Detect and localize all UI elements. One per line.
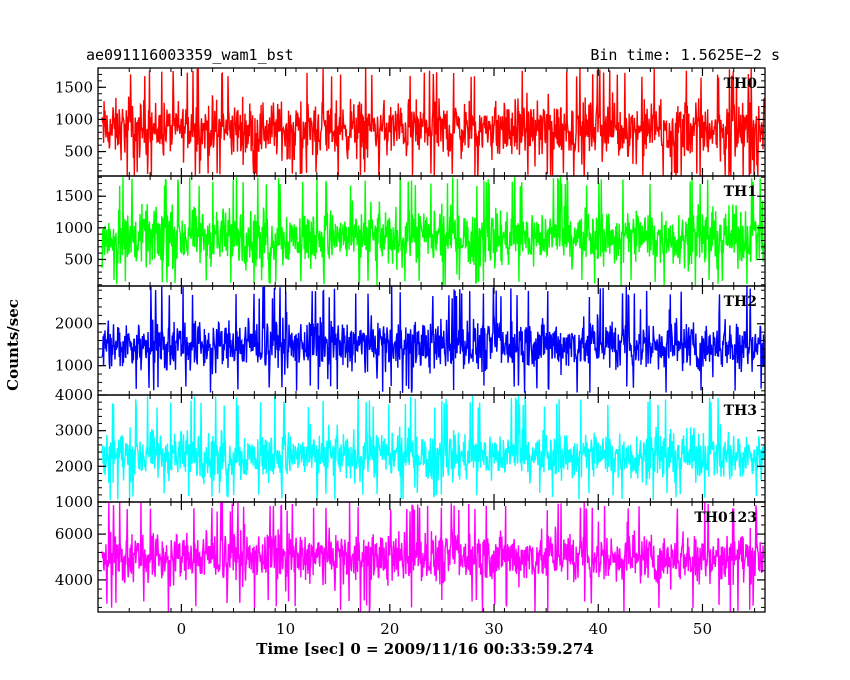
- panel-th1: 500 1000 1500 TH1: [55, 175, 766, 287]
- bin-time-label: Bin time: 1.5625E−2 s: [590, 46, 780, 64]
- y-tick-label: 1000: [55, 493, 93, 511]
- x-tick-label: 30: [484, 620, 503, 638]
- x-tick-label: 50: [693, 620, 712, 638]
- panel-label-th0: TH0: [724, 76, 758, 92]
- y-tick-label: 1000: [55, 219, 93, 237]
- x-axis: 0 10 20 30 40 50: [177, 620, 712, 638]
- y-tick-label: 6000: [55, 525, 93, 543]
- panel-label-th1: TH1: [724, 184, 757, 200]
- y-axis-title: Counts/sec: [4, 299, 22, 391]
- panel-frame: [97, 501, 766, 613]
- y-tick-label: 500: [64, 250, 93, 268]
- y-tick-label: 500: [64, 143, 93, 161]
- series-th1: [101, 176, 765, 286]
- panel-th3: 1000 2000 3000 4000 TH3: [55, 386, 766, 511]
- y-tick-label: 1000: [55, 357, 93, 375]
- x-axis-title: Time [sec] 0 = 2009/11/16 00:33:59.274: [256, 640, 593, 658]
- y-tick-label: 4000: [55, 571, 93, 589]
- y-tick-label: 1000: [55, 110, 93, 128]
- x-tick-label: 20: [380, 620, 399, 638]
- y-tick-label: 2000: [55, 457, 93, 475]
- series-th0123: [101, 502, 765, 612]
- series-th0: [101, 68, 765, 176]
- series-th3: [101, 395, 765, 501]
- y-tick-label: 1500: [55, 78, 93, 96]
- y-tick-label: 1500: [55, 187, 93, 205]
- y-tick-label: 2000: [55, 315, 93, 333]
- panel-th2: 1000 2000 TH2: [55, 285, 766, 396]
- panel-th0: 500 1000 1500 TH0: [55, 67, 766, 177]
- x-tick-label: 0: [177, 620, 187, 638]
- chart-title: ae091116003359_wam1_bst: [86, 46, 294, 64]
- x-tick-label: 10: [276, 620, 295, 638]
- series-th2: [101, 286, 765, 393]
- y-tick-label: 3000: [55, 422, 93, 440]
- panel-th0123: 4000 6000 TH0123: [55, 501, 766, 613]
- x-tick-label: 40: [589, 620, 608, 638]
- panel-label-th0123: TH0123: [694, 510, 757, 526]
- y-tick-label: 4000: [55, 386, 93, 404]
- panel-label-th2: TH2: [724, 294, 757, 310]
- panel-label-th3: TH3: [724, 403, 757, 419]
